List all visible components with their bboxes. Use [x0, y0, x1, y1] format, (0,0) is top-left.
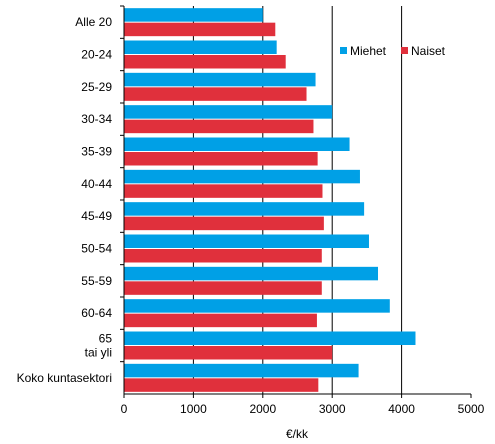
category-label: 50-54	[81, 242, 112, 256]
bar-miehet-1	[124, 40, 277, 54]
legend-label-naiset: Naiset	[411, 44, 446, 58]
x-axis-title: €/kk	[286, 427, 309, 441]
category-label: Alle 20	[75, 15, 112, 29]
category-label: 40-44	[81, 177, 112, 191]
bar-naiset-9	[124, 313, 317, 328]
category-label: 35-39	[81, 145, 112, 159]
category-label: 60-64	[81, 306, 112, 320]
x-tick-label: 3000	[319, 402, 346, 416]
legend-label-miehet: Miehet	[350, 44, 387, 58]
bar-naiset-0	[124, 22, 276, 37]
bar-miehet-4	[124, 137, 350, 151]
bar-naiset-2	[124, 87, 307, 101]
bar-miehet-7	[124, 234, 369, 248]
bar-naiset-11	[124, 378, 319, 392]
bar-miehet-3	[124, 105, 333, 119]
bar-miehet-8	[124, 266, 379, 281]
plot-area	[124, 6, 471, 394]
bar-miehet-11	[124, 363, 359, 378]
legend-swatch-naiset	[401, 47, 408, 54]
bar-miehet-0	[124, 8, 263, 22]
x-tick-label: 0	[121, 402, 128, 416]
bars	[124, 8, 416, 392]
bar-miehet-6	[124, 202, 365, 216]
bar-naiset-4	[124, 152, 318, 166]
category-label: 30-34	[81, 112, 112, 126]
category-label: 65	[99, 332, 113, 346]
x-tick-label: 1000	[180, 402, 207, 416]
bar-miehet-5	[124, 169, 360, 184]
bar-miehet-10	[124, 331, 416, 345]
x-tick-label: 4000	[388, 402, 415, 416]
category-label: 55-59	[81, 274, 112, 288]
bar-naiset-7	[124, 249, 322, 263]
bar-naiset-3	[124, 119, 314, 134]
legend: Miehet Naiset	[340, 44, 446, 58]
category-label: tai yli	[85, 346, 112, 360]
legend-swatch-miehet	[340, 47, 347, 54]
bar-naiset-8	[124, 281, 322, 295]
category-labels: Alle 20 20-24 25-29 30-34 35-39 40-44 45-49 50-…	[17, 5, 124, 385]
bar-miehet-2	[124, 72, 316, 87]
bar-naiset-6	[124, 216, 324, 231]
bar-miehet-9	[124, 299, 390, 313]
category-label: Koko kuntasektori	[17, 371, 112, 385]
x-axis-ticks: 0 1000 2000 3000 4000 5000	[121, 394, 485, 416]
category-label: 20-24	[81, 48, 112, 62]
x-tick-label: 5000	[458, 402, 485, 416]
bar-naiset-10	[124, 346, 333, 360]
bar-naiset-1	[124, 55, 286, 69]
category-label: 25-29	[81, 80, 112, 94]
grid-lines	[192, 6, 403, 394]
bar-naiset-5	[124, 184, 323, 198]
category-label: 45-49	[81, 209, 112, 223]
x-tick-label: 2000	[249, 402, 276, 416]
